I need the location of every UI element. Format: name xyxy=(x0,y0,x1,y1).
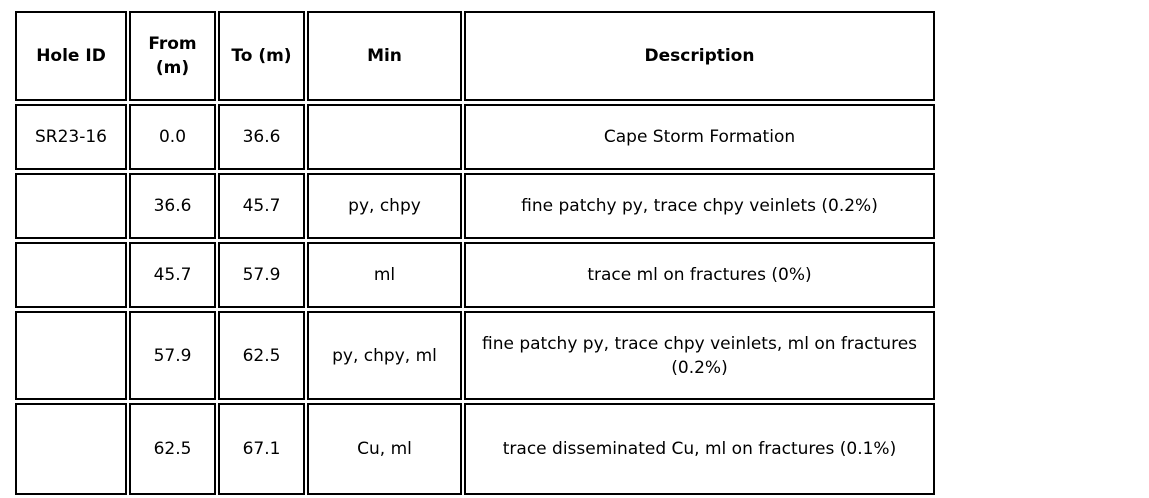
cell-from: 0.0 xyxy=(129,104,216,170)
cell-hole-id: SR23-16 xyxy=(15,104,127,170)
cell-from: 62.5 xyxy=(129,403,216,495)
cell-description: trace disseminated Cu, ml on fractures (… xyxy=(464,403,935,495)
cell-description: fine patchy py, trace chpy veinlets, ml … xyxy=(464,311,935,400)
cell-hole-id xyxy=(15,173,127,239)
cell-from: 36.6 xyxy=(129,173,216,239)
drill-results-table: Hole ID From (m) To (m) Min Description … xyxy=(13,8,937,498)
cell-to: 45.7 xyxy=(218,173,305,239)
cell-min xyxy=(307,104,462,170)
table-row: 36.6 45.7 py, chpy fine patchy py, trace ch… xyxy=(15,173,935,239)
header-description: Description xyxy=(464,11,935,101)
header-min: Min xyxy=(307,11,462,101)
table-row: 57.9 62.5 py, chpy, ml fine patchy py, trac… xyxy=(15,311,935,400)
cell-hole-id xyxy=(15,311,127,400)
cell-from: 45.7 xyxy=(129,242,216,308)
cell-to: 62.5 xyxy=(218,311,305,400)
cell-to: 57.9 xyxy=(218,242,305,308)
cell-hole-id xyxy=(15,242,127,308)
cell-to: 67.1 xyxy=(218,403,305,495)
cell-hole-id xyxy=(15,403,127,495)
header-from: From (m) xyxy=(129,11,216,101)
cell-description: trace ml on fractures (0%) xyxy=(464,242,935,308)
cell-min: Cu, ml xyxy=(307,403,462,495)
header-row: Hole ID From (m) To (m) Min Description xyxy=(15,11,935,101)
cell-from: 57.9 xyxy=(129,311,216,400)
cell-min: py, chpy, ml xyxy=(307,311,462,400)
header-hole-id: Hole ID xyxy=(15,11,127,101)
cell-description: fine patchy py, trace chpy veinlets (0.2… xyxy=(464,173,935,239)
cell-min: py, chpy xyxy=(307,173,462,239)
header-to: To (m) xyxy=(218,11,305,101)
cell-to: 36.6 xyxy=(218,104,305,170)
table-row: SR23-16 0.0 36.6 Cape Storm Formation xyxy=(15,104,935,170)
table-row: 62.5 67.1 Cu, ml trace disseminated Cu, ml … xyxy=(15,403,935,495)
cell-description: Cape Storm Formation xyxy=(464,104,935,170)
cell-min: ml xyxy=(307,242,462,308)
table-row: 45.7 57.9 ml trace ml on fractures (0%) xyxy=(15,242,935,308)
